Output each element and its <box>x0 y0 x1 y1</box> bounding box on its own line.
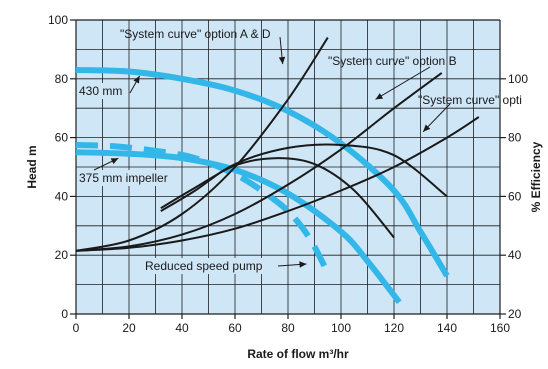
x-tick-label: 80 <box>281 321 295 335</box>
annotation-label: 375 mm impeller <box>79 171 168 185</box>
annotation-label: 430 mm <box>79 84 122 98</box>
series-line-system-curve-5 <box>75 116 480 252</box>
series-line-system-curve-4 <box>75 72 443 252</box>
annotation-label: Reduced speed pump <box>145 259 263 273</box>
annotation-label-background <box>77 170 170 186</box>
annotation-label-background <box>77 83 125 99</box>
x-tick-label: 0 <box>73 321 80 335</box>
y-tick-label: 60 <box>55 131 69 145</box>
x-tick-label: 20 <box>122 321 136 335</box>
annotation-arrow-head <box>299 261 307 268</box>
x-axis-title: Rate of flow m³/hr <box>247 347 349 361</box>
y-right-tick-label: 60 <box>508 189 522 203</box>
y-right-tick-label: 40 <box>508 248 522 262</box>
y-axis-title: Head m <box>25 145 39 188</box>
annotation-arrow-head <box>110 158 119 165</box>
series-line-system-curve-3 <box>75 37 329 252</box>
y-tick-label: 100 <box>48 13 68 27</box>
annotation-arrow-line <box>375 66 431 100</box>
x-tick-label: 60 <box>228 321 242 335</box>
x-tick-label: 40 <box>175 321 189 335</box>
annotation-arrow-head <box>423 124 431 132</box>
annotation-arrow-head <box>278 56 286 65</box>
series-line-efficiency-curve-7 <box>160 157 395 239</box>
series-line-pump-curve-0 <box>75 67 450 278</box>
y-tick-label: 40 <box>55 189 69 203</box>
annotation-label: "System curve" option B <box>328 54 457 68</box>
y-right-tick-label: 100 <box>508 72 528 86</box>
x-tick-label: 100 <box>331 321 351 335</box>
y-tick-label: 80 <box>55 72 69 86</box>
series-line-efficiency-curve-6 <box>160 143 448 212</box>
x-tick-label: 140 <box>437 321 457 335</box>
annotation-label-background <box>143 258 265 274</box>
y-tick-label: 0 <box>61 307 68 321</box>
y-right-tick-label: 80 <box>508 131 522 145</box>
annotation-arrow-head <box>375 93 384 100</box>
annotation-arrow-head <box>133 75 140 84</box>
series-line-pump-curve-1 <box>75 149 402 305</box>
x-tick-label: 160 <box>490 321 510 335</box>
y-right-axis-title: % Efficiency <box>529 141 543 212</box>
series-line-pump-curve-2 <box>75 142 331 275</box>
y-tick-label: 20 <box>55 248 69 262</box>
annotation-label: "System curve" opti <box>418 93 522 107</box>
annotation-label: "System curve" option A & D <box>120 27 271 41</box>
x-tick-label: 120 <box>384 321 404 335</box>
y-right-tick-label: 20 <box>508 307 522 321</box>
